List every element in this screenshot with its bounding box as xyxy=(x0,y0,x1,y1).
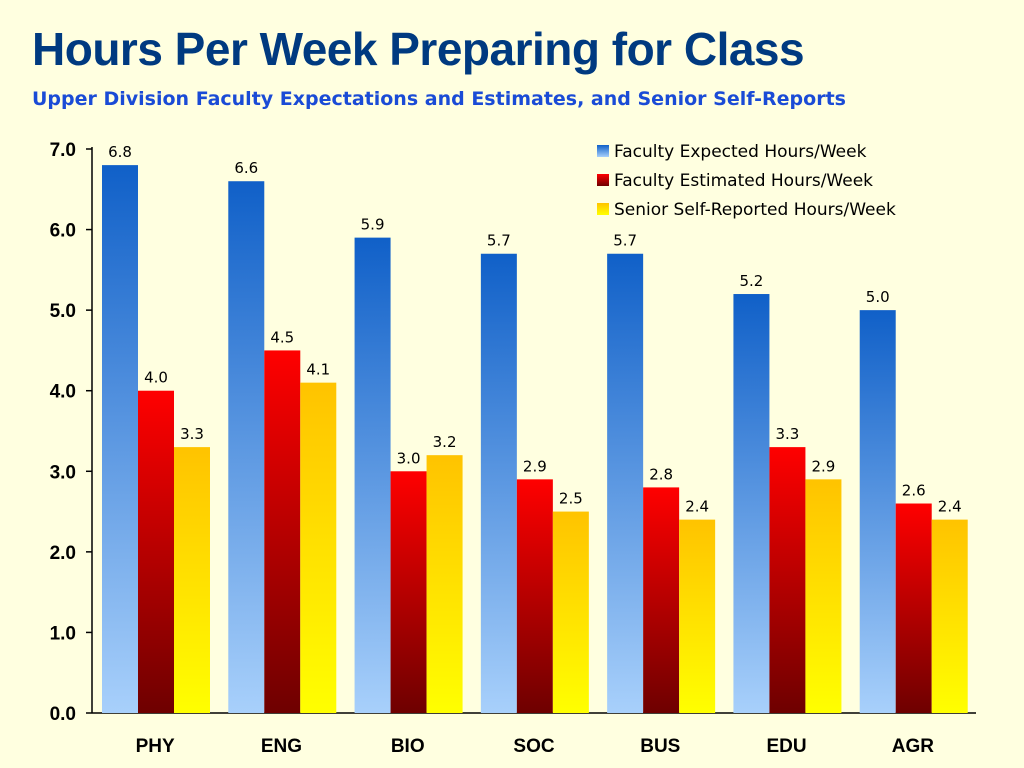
data-label: 4.5 xyxy=(270,328,294,346)
legend-label-expected: Faculty Expected Hours/Week xyxy=(614,142,867,162)
bar-estimated-bus xyxy=(643,487,680,713)
bar-self-reported-soc xyxy=(552,511,589,713)
x-tick-label: AGR xyxy=(892,736,935,757)
chart-legend: Faculty Expected Hours/Week Faculty Estim… xyxy=(597,142,896,220)
bar-estimated-agr xyxy=(895,503,932,713)
bar-self-reported-phy xyxy=(174,447,210,713)
data-label: 4.0 xyxy=(144,369,168,387)
data-label: 6.6 xyxy=(234,159,258,177)
x-tick-label: EDU xyxy=(767,736,807,757)
bar-estimated-phy xyxy=(138,390,174,713)
x-tick-label: ENG xyxy=(261,736,302,757)
bar-self-reported-bio xyxy=(426,455,463,713)
legend-swatch-expected xyxy=(597,145,609,157)
data-label: 5.7 xyxy=(487,232,511,250)
bar-expected-bus xyxy=(607,253,644,713)
y-tick-label: 0.0 xyxy=(50,704,76,725)
bar-expected-soc xyxy=(480,253,517,713)
y-tick-label: 7.0 xyxy=(50,140,76,161)
data-label: 5.9 xyxy=(361,216,385,234)
bar-expected-agr xyxy=(859,310,896,713)
bar-self-reported-agr xyxy=(931,519,968,713)
x-tick-label: SOC xyxy=(513,736,554,757)
bar-self-reported-bus xyxy=(679,519,716,713)
y-tick-label: 5.0 xyxy=(50,301,76,322)
bar-self-reported-edu xyxy=(805,479,842,713)
data-label: 2.4 xyxy=(685,498,709,516)
data-label: 4.1 xyxy=(306,361,330,379)
data-label: 2.9 xyxy=(523,457,547,475)
bar-expected-phy xyxy=(102,165,138,714)
y-tick-label: 3.0 xyxy=(50,462,76,483)
chart-axes: 0.0 1.0 2.0 3.0 4.0 5.0 6.0 7.0 PHY ENG BIO SOC BUS E… xyxy=(50,140,976,757)
chart-bars: 6.8 4.0 3.3 6.6 4.5 4.1 5.9 3.0 3.2 5.7 2.9 2.5 5.7 2… xyxy=(102,143,968,714)
legend-swatch-self-reported xyxy=(597,203,609,215)
y-tick-label: 6.0 xyxy=(50,221,76,242)
data-label: 3.3 xyxy=(180,425,204,443)
legend-swatch-estimated xyxy=(597,174,609,186)
data-label: 5.2 xyxy=(739,272,763,290)
bar-estimated-soc xyxy=(516,479,553,713)
data-label: 5.7 xyxy=(613,232,637,250)
bar-estimated-edu xyxy=(769,447,806,713)
x-tick-label: PHY xyxy=(136,736,175,757)
data-label: 3.0 xyxy=(397,449,421,467)
y-tick-label: 2.0 xyxy=(50,543,76,564)
data-label: 3.2 xyxy=(433,433,457,451)
bar-expected-eng xyxy=(228,181,265,713)
bar-expected-bio xyxy=(354,237,391,713)
bar-self-reported-eng xyxy=(300,382,337,713)
legend-label-estimated: Faculty Estimated Hours/Week xyxy=(614,171,873,191)
page-subtitle: Upper Division Faculty Expectations and … xyxy=(32,88,846,110)
data-label: 2.9 xyxy=(811,457,835,475)
data-label: 2.5 xyxy=(559,490,583,508)
bar-estimated-bio xyxy=(390,471,427,713)
data-label: 2.6 xyxy=(902,482,926,500)
y-tick-label: 4.0 xyxy=(50,382,76,403)
data-label: 5.0 xyxy=(866,288,890,306)
bar-expected-edu xyxy=(733,294,770,713)
page-title: Hours Per Week Preparing for Class xyxy=(32,23,805,75)
x-tick-label: BUS xyxy=(640,736,680,757)
data-label: 6.8 xyxy=(108,143,132,161)
data-label: 3.3 xyxy=(775,425,799,443)
data-label: 2.4 xyxy=(938,498,962,516)
legend-label-self-reported: Senior Self-Reported Hours/Week xyxy=(614,200,896,220)
x-tick-label: BIO xyxy=(391,736,425,757)
y-tick-label: 1.0 xyxy=(50,623,76,644)
bar-estimated-eng xyxy=(264,350,301,713)
data-label: 2.8 xyxy=(649,465,673,483)
